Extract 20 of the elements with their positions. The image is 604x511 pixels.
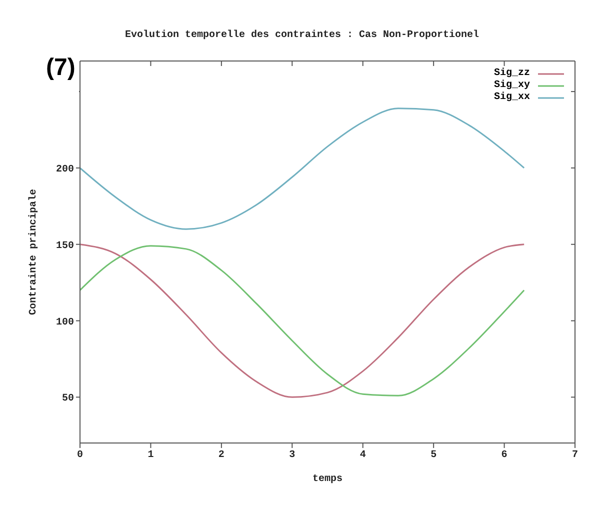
y-tick-label: 50 <box>62 394 74 405</box>
x-tick-label: 7 <box>572 450 578 462</box>
line-series <box>80 108 525 230</box>
chart-title: Evolution temporelle des contraintes : Cas Non-Proportionel <box>124 30 480 41</box>
y-tick-label: 200 <box>56 164 74 176</box>
x-tick-label: 2 <box>218 450 224 462</box>
y-tick-label: 150 <box>56 240 74 252</box>
x-tick-label: 0 <box>76 450 84 462</box>
x-axis-title: temps <box>312 474 343 485</box>
x-tick-label: 6 <box>501 450 508 462</box>
x-tick-label: 1 <box>148 450 154 462</box>
x-tick-label: 5 <box>430 450 437 462</box>
y-axis-title: Contrainte principale <box>28 188 40 316</box>
legend-label: Sig_xx <box>494 92 530 104</box>
x-tick-label: 3 <box>289 450 296 462</box>
legend-label: Sig_xy <box>494 80 530 92</box>
y-tick-label: 100 <box>56 317 74 328</box>
x-tick-label: 4 <box>360 450 366 462</box>
legend-label: Sig_zz <box>494 68 530 80</box>
text: (7) <box>46 54 80 96</box>
